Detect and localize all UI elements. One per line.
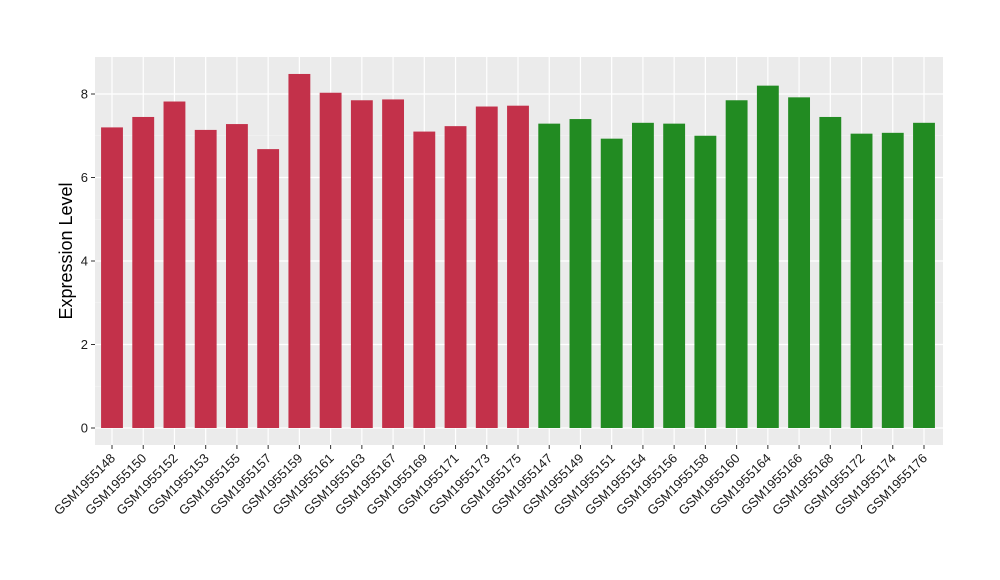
bar [413, 131, 436, 428]
bar [194, 129, 217, 428]
bar [881, 132, 904, 428]
bar [101, 127, 123, 429]
bar [507, 105, 529, 428]
y-axis-title: Expression Level [56, 182, 76, 319]
bars [101, 73, 935, 429]
y-tick-label: 8 [81, 87, 88, 102]
bar [756, 85, 779, 429]
y-tick-label: 0 [81, 421, 88, 436]
bar [225, 124, 248, 428]
bar [788, 97, 811, 428]
y-tick-label: 6 [81, 170, 88, 185]
bar [350, 100, 373, 428]
bar [569, 119, 592, 429]
bar [288, 73, 311, 429]
bar [694, 135, 717, 428]
bar [913, 122, 935, 429]
bar [850, 133, 873, 428]
bar [631, 122, 654, 429]
bar [819, 116, 842, 429]
bar [475, 106, 498, 429]
y-tick-label: 4 [81, 254, 88, 269]
bar [538, 123, 561, 428]
bar [382, 99, 405, 429]
y-tick-label: 2 [81, 337, 88, 352]
bar [725, 100, 748, 428]
bar [663, 123, 686, 428]
bar [257, 149, 280, 429]
y-axis: 0 2 4 6 8 [81, 87, 95, 436]
x-axis: GSM1955148GSM1955150GSM1955152GSM1955153… [51, 445, 930, 518]
bar [444, 126, 467, 429]
bar [319, 92, 342, 428]
bar [600, 138, 623, 429]
bar [132, 116, 155, 429]
bar [163, 101, 186, 428]
